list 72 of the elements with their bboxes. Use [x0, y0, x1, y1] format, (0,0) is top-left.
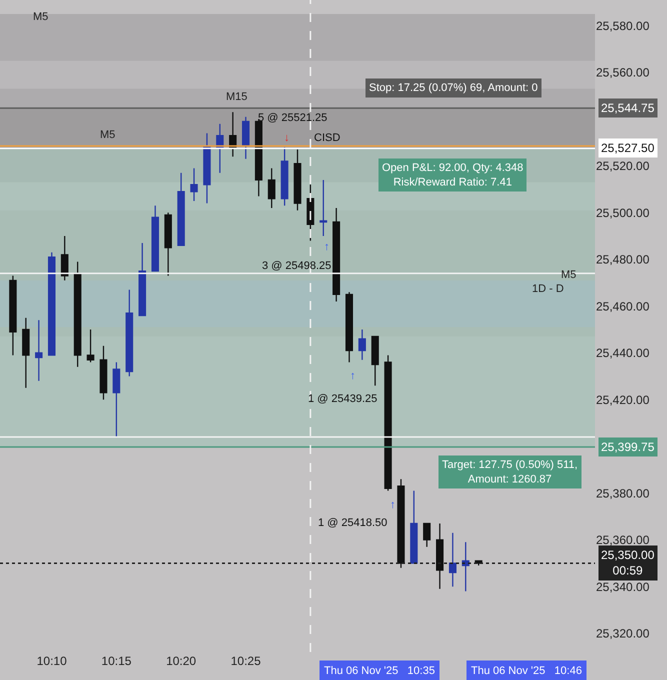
candlestick — [126, 289, 134, 377]
candlestick — [280, 146, 288, 206]
y-tick-label: 25,500.00 — [596, 206, 650, 220]
candlestick — [60, 235, 68, 282]
candlestick — [320, 179, 328, 237]
candlestick — [190, 168, 198, 202]
annotation: 1 @ 25418.50 — [318, 517, 388, 529]
annotation: ↑ — [350, 370, 356, 382]
candlestick — [9, 275, 17, 356]
annotation: M5 — [33, 11, 48, 23]
candlestick — [112, 362, 120, 438]
y-tick-label: 25,440.00 — [596, 346, 650, 360]
x-tick-label: 10:10 — [36, 654, 68, 668]
ref-line-label: 25,527.50 — [601, 141, 655, 155]
candlestick — [216, 123, 224, 174]
candlestick — [268, 168, 276, 209]
candlestick — [410, 490, 418, 564]
annotation: M5 — [100, 129, 116, 141]
annotation: 3 @ 25498.25 — [262, 260, 332, 272]
annotation: ↓ — [284, 132, 290, 144]
annotation: ↑ — [324, 241, 330, 253]
annotation: ↑ — [390, 499, 396, 511]
ref-line-label: 25,544.75 — [601, 101, 655, 115]
annotation: M5 — [561, 269, 576, 281]
candlestick — [86, 328, 94, 363]
annotation: 5 @ 25521.25 — [258, 112, 328, 124]
candlestick — [423, 522, 431, 548]
candlestick — [74, 261, 82, 368]
candlestick — [164, 212, 172, 276]
candlestick — [397, 478, 405, 568]
x-tick-label: 10:15 — [101, 654, 132, 668]
y-tick-label: 25,360.00 — [596, 533, 650, 548]
x-tick-label: 10:25 — [230, 654, 262, 668]
y-tick-label: 25,340.00 — [596, 580, 650, 594]
candlestick — [35, 320, 43, 382]
candlestick — [358, 328, 366, 360]
text: Thu 06 Nov '25 10:46 — [471, 665, 582, 677]
ref-line-label: 25,399.75 — [601, 440, 655, 454]
candlestick — [177, 172, 185, 246]
candlestick — [48, 252, 56, 356]
candlestick — [203, 132, 211, 204]
candlestick — [294, 148, 302, 211]
candlestick — [345, 292, 354, 363]
candlestick — [332, 207, 340, 302]
y-tick-label: 25,580.00 — [596, 18, 650, 33]
annotation: Open P&L: 92.00, Qty: 4.348 Risk/Reward Ratio: 7.41 — [382, 162, 524, 188]
annotation: Target: 127.75 (0.50%) 511, Amount: 1260.87 — [442, 459, 578, 486]
text: Thu 06 Nov '25 10:35 — [324, 665, 435, 677]
candlestick — [138, 242, 146, 316]
candlestick — [436, 522, 444, 590]
annotation: 1 @ 25439.25 — [308, 393, 378, 405]
x-tick-label: 10:20 — [166, 654, 196, 668]
y-tick-label: 25,560.00 — [596, 66, 650, 80]
ref-line-label: 25,350.00 00:59 — [601, 548, 655, 578]
annotation: 1D - D — [532, 283, 564, 295]
annotation: M15 — [226, 91, 248, 103]
annotation: CISD — [314, 132, 340, 144]
candlestick — [22, 317, 30, 389]
y-tick-label: 25,460.00 — [596, 299, 650, 314]
candlestick — [151, 205, 159, 272]
y-tick-label: 25,480.00 — [596, 252, 650, 267]
candlestick — [371, 336, 379, 386]
candlestick — [448, 532, 456, 588]
candlestick — [242, 116, 250, 160]
candlestick — [100, 345, 108, 400]
candlestick — [384, 354, 392, 492]
y-tick-label: 25,380.00 — [596, 486, 650, 500]
y-tick-label: 25,520.00 — [596, 159, 650, 174]
y-tick-label: 25,420.00 — [596, 392, 650, 407]
y-tick-label: 25,320.00 — [596, 626, 650, 640]
annotation: Stop: 17.25 (0.07%) 69, Amount: 0 — [369, 82, 538, 94]
candlestick — [462, 542, 470, 592]
